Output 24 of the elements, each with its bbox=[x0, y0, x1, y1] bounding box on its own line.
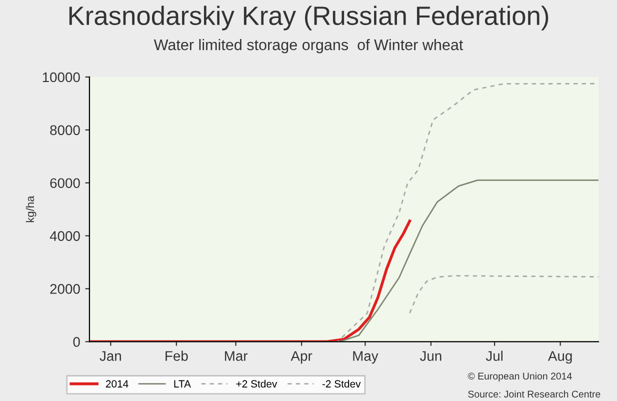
x-tick-label: May bbox=[353, 351, 378, 364]
x-tick-label: Apr bbox=[290, 351, 312, 364]
y-tick-label: 4000 bbox=[50, 231, 80, 241]
x-tick-label: Jan bbox=[100, 351, 121, 361]
y-axis-title: kg/ha bbox=[26, 196, 36, 222]
legend-label: LTA bbox=[174, 380, 191, 388]
x-tick-label: Jun bbox=[420, 351, 442, 361]
chart-title: Krasnodarskiy Kray (Russian Federation) bbox=[69, 6, 548, 30]
line-series bbox=[89, 220, 412, 342]
y-tick-label: 8000 bbox=[50, 125, 80, 136]
x-tick-label: Mar bbox=[224, 351, 248, 361]
legend-label: 2014 bbox=[106, 380, 128, 388]
x-tick-label: Jul bbox=[486, 350, 503, 361]
y-tick-label: 2000 bbox=[50, 284, 80, 294]
y-tick-label: 10000 bbox=[42, 72, 80, 82]
x-tick-label: Aug bbox=[548, 351, 572, 364]
legend-label: +2 Stdev bbox=[236, 380, 278, 388]
text: © European Union 2014 bbox=[468, 372, 572, 382]
y-tick-label: 6000 bbox=[50, 178, 80, 188]
source-note: Source: Joint Research Centre bbox=[468, 390, 600, 398]
x-tick-label: Feb bbox=[166, 350, 188, 361]
chart-subtitle: Water limited storage organs of Winter wheat bbox=[154, 38, 464, 54]
legend-label: -2 Stdev bbox=[322, 380, 361, 388]
y-tick-label: 0 bbox=[73, 336, 80, 347]
